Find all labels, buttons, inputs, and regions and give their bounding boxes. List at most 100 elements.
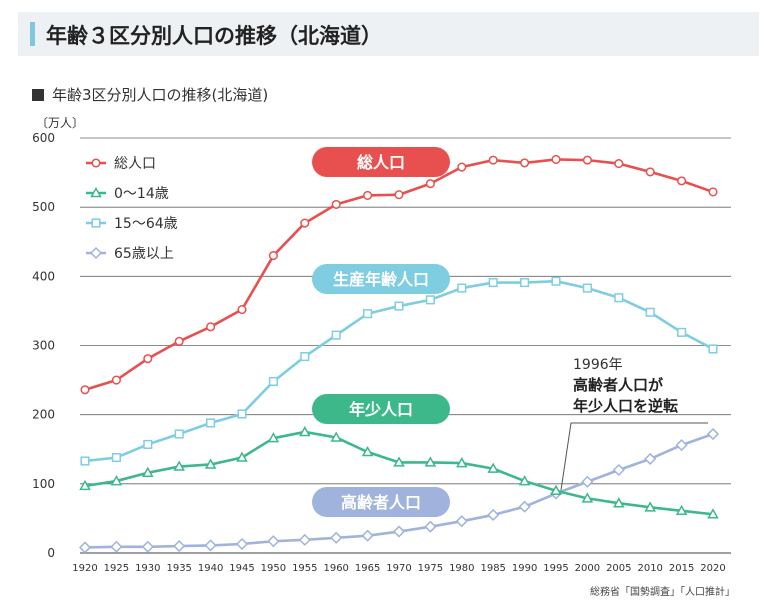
x-tick-label-1945: 1945 [229, 563, 254, 574]
data-point-youth-1940 [204, 458, 217, 469]
data-point-youth-1995 [550, 484, 562, 495]
legend-label-working: 15〜64歳 [114, 216, 178, 232]
data-point-working-1965 [363, 309, 373, 319]
data-point-total-1920 [80, 385, 90, 395]
data-point-elderly-1975 [424, 520, 437, 533]
data-point-youth-1990 [518, 475, 531, 486]
legend-label-total: 総人口 [114, 156, 156, 172]
y-tick-label-100: 100 [32, 477, 55, 491]
legend-marker-elderly [89, 246, 103, 260]
data-point-youth-2020 [707, 508, 719, 519]
data-point-working-1945 [237, 409, 247, 419]
data-point-working-2005 [614, 293, 624, 303]
data-point-elderly-2005 [612, 463, 625, 477]
data-point-total-1965 [363, 190, 373, 200]
x-tick-label-1950: 1950 [261, 563, 286, 574]
x-tick-label-1920: 1920 [72, 563, 97, 574]
data-point-youth-1955 [299, 425, 311, 437]
x-tick-label-1930: 1930 [135, 563, 160, 574]
x-tick-label-1985: 1985 [480, 563, 505, 574]
data-point-working-2010 [645, 307, 655, 317]
data-point-total-1935 [174, 336, 184, 346]
data-point-working-1940 [206, 418, 216, 428]
data-point-total-2020 [708, 187, 718, 197]
series-pill-working [312, 264, 450, 294]
data-point-elderly-1990 [518, 500, 531, 513]
banner-accent-bar [30, 22, 35, 46]
data-point-working-1970 [394, 301, 404, 311]
data-point-total-2015 [677, 176, 687, 186]
data-point-elderly-2010 [644, 452, 657, 465]
data-point-elderly-1980 [455, 515, 468, 528]
data-point-working-2000 [582, 283, 592, 293]
y-tick-label-0: 0 [47, 546, 55, 560]
data-point-elderly-1970 [392, 525, 406, 538]
data-point-youth-1935 [173, 460, 185, 471]
data-point-youth-1985 [487, 462, 499, 473]
data-point-youth-2005 [613, 497, 625, 508]
x-tick-label-1975: 1975 [418, 563, 443, 574]
x-tick-label-1990: 1990 [512, 563, 537, 574]
data-point-total-1940 [206, 322, 216, 332]
data-point-elderly-1950 [267, 535, 280, 548]
legend-marker-total [91, 158, 101, 168]
data-point-elderly-1955 [298, 533, 311, 546]
data-point-elderly-2015 [675, 439, 688, 452]
legend-label-youth: 0〜14歳 [114, 186, 169, 202]
data-point-total-1925 [111, 375, 121, 385]
x-tick-label-2020: 2020 [700, 563, 725, 574]
series-pill-label-total: 総人口 [357, 153, 405, 172]
x-tick-label-1970: 1970 [386, 563, 411, 574]
series-pill-total [312, 147, 450, 177]
legend-marker-working [91, 218, 101, 228]
x-tick-label-2005: 2005 [606, 563, 631, 574]
series-pill-youth [312, 394, 450, 424]
data-point-youth-1925 [110, 475, 123, 486]
x-tick-label-1980: 1980 [449, 563, 474, 574]
x-tick-label-1965: 1965 [355, 563, 380, 574]
data-point-working-1995 [551, 276, 561, 286]
data-point-working-1980 [457, 283, 467, 293]
x-tick-label-1940: 1940 [198, 563, 223, 574]
chart-subtitle: 年齢3区分別人口の推移(北海道) [32, 84, 268, 105]
data-point-youth-1975 [424, 456, 437, 467]
data-point-working-1935 [174, 429, 184, 439]
y-tick-label-500: 500 [32, 200, 55, 214]
data-point-elderly-1945 [235, 537, 249, 551]
data-point-elderly-1930 [141, 540, 154, 553]
legend-marker-youth [90, 186, 102, 198]
data-point-youth-2010 [644, 501, 656, 512]
data-point-total-2000 [582, 155, 592, 165]
data-point-working-2020 [708, 344, 718, 354]
data-point-working-1920 [80, 456, 90, 466]
data-point-youth-2015 [675, 504, 688, 516]
y-tick-label-300: 300 [32, 339, 55, 353]
data-point-working-1990 [520, 278, 530, 288]
y-tick-label-200: 200 [32, 408, 55, 422]
data-point-total-1950 [268, 251, 278, 261]
data-point-working-1925 [111, 453, 121, 463]
data-point-total-1990 [520, 158, 530, 168]
x-tick-label-1935: 1935 [166, 563, 191, 574]
x-tick-label-2000: 2000 [575, 563, 600, 574]
data-point-elderly-1935 [173, 540, 186, 553]
data-point-working-1960 [331, 330, 341, 340]
data-point-total-1930 [143, 354, 153, 364]
title-banner: 年齢３区分別人口の推移（北海道） [18, 12, 759, 56]
data-point-youth-1920 [79, 479, 91, 491]
data-point-working-1975 [425, 295, 435, 305]
data-point-total-1995 [551, 154, 561, 164]
data-point-total-2005 [614, 159, 624, 169]
page-title: 年齢３区分別人口の推移（北海道） [46, 24, 382, 48]
data-point-elderly-1985 [487, 508, 500, 522]
data-point-youth-1965 [361, 445, 374, 457]
data-point-total-2010 [645, 167, 655, 177]
data-point-elderly-1965 [361, 529, 374, 542]
data-point-total-1980 [457, 162, 467, 172]
chart-subtitle-text: 年齢3区分別人口の推移(北海道) [52, 86, 269, 104]
x-tick-label-2015: 2015 [669, 563, 694, 574]
data-point-youth-1970 [393, 456, 405, 467]
x-tick-label-2010: 2010 [637, 563, 662, 574]
data-point-working-1985 [488, 278, 498, 288]
